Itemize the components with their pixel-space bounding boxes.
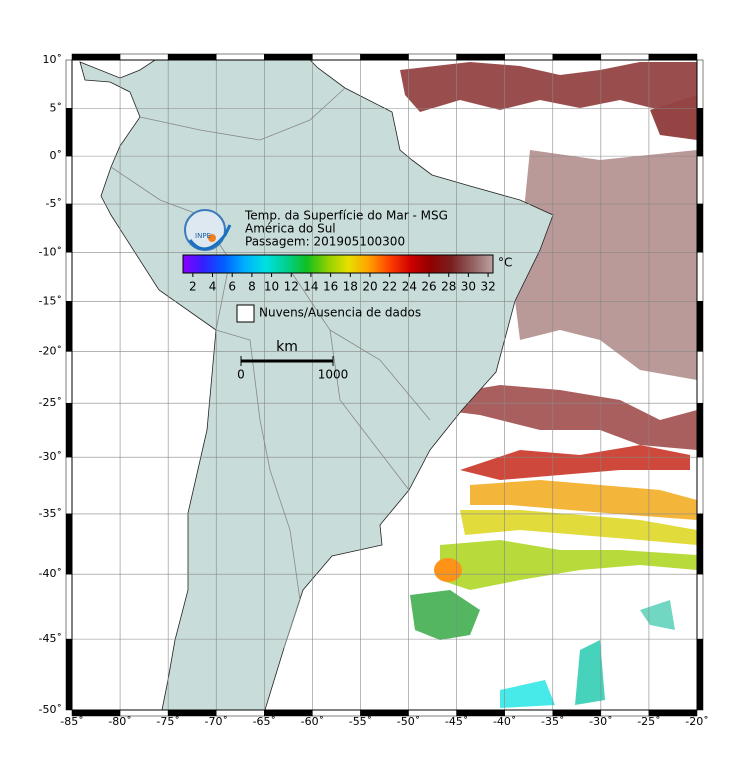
pass: Passagem: 201905100300: [245, 235, 405, 249]
lat-label: -50˚: [39, 703, 62, 716]
colorbar-ramp: [182, 254, 494, 274]
colorbar-label: 10: [264, 280, 279, 294]
lat-label: -25˚: [39, 396, 62, 409]
frame-seg: [696, 351, 704, 404]
frame-seg: [119, 53, 169, 61]
lat-label: 10˚: [43, 53, 63, 66]
lat-label: 5˚: [50, 101, 63, 114]
colorbar-label: 2: [189, 280, 197, 294]
colorbar-label: 16: [323, 280, 338, 294]
frame-seg: [65, 351, 73, 404]
frame-seg: [552, 53, 602, 61]
frame-seg: [65, 513, 73, 575]
frame-seg: [696, 155, 704, 205]
map-title: Temp. da Superfície do Mar - MSG: [244, 209, 448, 223]
lon-label: -45˚: [445, 715, 468, 728]
lat-label: 0˚: [50, 149, 63, 162]
region: América do Sul: [245, 222, 336, 236]
colorbar-label: 4: [209, 280, 217, 294]
frame-seg: [65, 301, 73, 352]
scale-label: 1000: [318, 368, 349, 382]
lon-label: -85˚: [60, 715, 83, 728]
frame-seg: [696, 108, 704, 157]
lon-label: -55˚: [349, 715, 372, 728]
colorbar-label: 8: [248, 280, 256, 294]
frame-seg: [696, 573, 704, 640]
lon-label: -80˚: [108, 715, 131, 728]
colorbar-label: 26: [421, 280, 436, 294]
lat-label: -10˚: [39, 245, 62, 258]
colorbar-label: 30: [461, 280, 476, 294]
frame-seg: [65, 252, 73, 302]
scale-unit: km: [276, 339, 298, 355]
lat-label: -40˚: [39, 567, 62, 580]
frame-border: [71, 59, 698, 711]
frame-seg: [65, 155, 73, 205]
colorbar: 2 4 6 8 10 12 14 16 18 20 22 24 26 28 30 32°C: [182, 254, 512, 294]
scale-label: 0: [237, 368, 245, 382]
colorbar-label: 28: [441, 280, 456, 294]
logo-text: INPE: [195, 232, 211, 240]
scale-line: [241, 359, 333, 363]
colorbar-label: 6: [228, 280, 236, 294]
frame-seg: [65, 203, 73, 253]
lat-label: -5˚: [46, 197, 62, 210]
lat-label: -45˚: [39, 632, 62, 645]
legend-swatch: [236, 304, 255, 323]
frame-seg: [312, 53, 361, 61]
lon-label: -30˚: [589, 715, 612, 728]
frame-seg: [65, 108, 73, 157]
frame-seg: [696, 59, 704, 109]
sst-patches: [400, 62, 697, 708]
frame-seg: [65, 402, 73, 458]
legend-text: Nuvens/Ausencia de dados: [259, 306, 421, 320]
frame-seg: [696, 301, 704, 352]
lon-label: -70˚: [204, 715, 227, 728]
colorbar-label: 12: [284, 280, 299, 294]
frame-seg: [167, 53, 217, 61]
colorbar-label: 14: [303, 280, 318, 294]
frame-seg: [65, 59, 73, 109]
frame-seg: [600, 53, 650, 61]
lat-label: -30˚: [39, 450, 62, 463]
colorbar-label: 32: [480, 280, 495, 294]
lon-label: -65˚: [253, 715, 276, 728]
lon-label: -20˚: [685, 715, 708, 728]
lon-label: -60˚: [301, 715, 324, 728]
frame-seg: [264, 53, 313, 61]
frame: [65, 53, 704, 717]
lon-label: -50˚: [397, 715, 420, 728]
colorbar-label: 20: [362, 280, 377, 294]
frame-seg: [696, 456, 704, 515]
frame-seg: [360, 53, 409, 61]
frame-seg: [696, 252, 704, 302]
scale-bar: km 0 1000: [237, 339, 348, 382]
colorbar-unit: °C: [498, 256, 512, 270]
lon-label: -40˚: [493, 715, 516, 728]
colorbar-label: 18: [343, 280, 358, 294]
frame-seg: [65, 573, 73, 640]
frame-seg: [504, 53, 554, 61]
lon-label: -35˚: [541, 715, 564, 728]
lat-label: -15˚: [39, 294, 62, 307]
logo: INPE: [184, 209, 232, 251]
frame-seg: [696, 513, 704, 575]
frame-seg: [71, 53, 121, 61]
lon-label: -25˚: [637, 715, 660, 728]
frame-seg: [215, 53, 265, 61]
frame-seg: [648, 53, 698, 61]
frame-seg: [456, 53, 505, 61]
colorbar-label: 24: [402, 280, 417, 294]
lat-label: -20˚: [39, 344, 62, 357]
colorbar-label: 22: [382, 280, 397, 294]
frame-seg: [65, 456, 73, 515]
frame-seg: [65, 638, 73, 711]
lon-label: -75˚: [156, 715, 179, 728]
frame-seg: [696, 638, 704, 711]
frame-seg: [696, 203, 704, 253]
frame-seg: [408, 53, 457, 61]
lat-label: -35˚: [39, 507, 62, 520]
frame-seg: [696, 402, 704, 458]
